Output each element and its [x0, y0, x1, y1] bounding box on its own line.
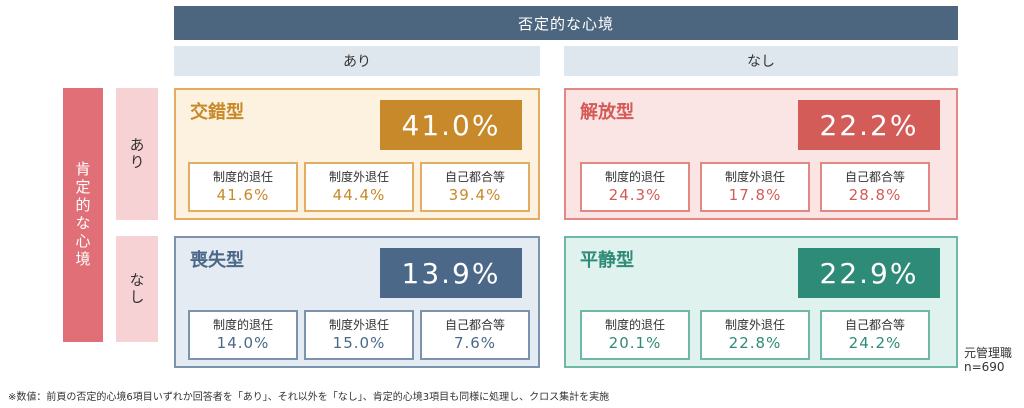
- sample-size: n=690: [963, 360, 1005, 375]
- subbox-label: 制度外退任: [724, 317, 785, 332]
- subbox-value: 17.8%: [728, 185, 782, 204]
- row-header-yes: あり: [116, 88, 158, 220]
- subbox-jiko-tsugou: 自己都合等 39.4%: [420, 162, 530, 212]
- card-heisei: 平静型 22.9% 制度的退任 20.1% 制度外退任 22.8% 自己都合等 …: [564, 236, 958, 368]
- subbox-label: 自己都合等: [844, 317, 905, 332]
- row-header-no: なし: [116, 236, 158, 342]
- card-total-pct: 41.0%: [380, 100, 522, 150]
- subbox-value: 39.4%: [448, 185, 502, 204]
- subbox-value: 28.8%: [848, 185, 902, 204]
- subbox-label: 制度外退任: [328, 317, 389, 332]
- subbox-label: 制度外退任: [724, 169, 785, 184]
- side-header-positive-mindset: 肯定的な心境: [63, 88, 103, 342]
- card-total-pct: 13.9%: [380, 248, 522, 298]
- subbox-value: 20.1%: [608, 333, 662, 352]
- subbox-label: 制度的退任: [212, 169, 273, 184]
- subbox-label: 自己都合等: [844, 169, 905, 184]
- subbox-value: 7.6%: [453, 333, 497, 352]
- column-header-label: なし: [747, 54, 775, 70]
- card-kosaku: 交錯型 41.0% 制度的退任 41.6% 制度外退任 44.4% 自己都合等 …: [174, 88, 540, 220]
- card-title: 交錯型: [190, 102, 244, 123]
- subbox-value: 15.0%: [332, 333, 386, 352]
- card-total-pct: 22.2%: [798, 100, 940, 150]
- subbox-value: 22.8%: [728, 333, 782, 352]
- card-title: 喪失型: [190, 250, 244, 271]
- footnote: ※数値：前頁の否定的心境6項目いずれか回答者を「あり」、それ以外を「なし」、肯定…: [8, 392, 610, 403]
- side-header-title: 肯定的な心境: [73, 161, 92, 269]
- subbox-seido-gai: 制度外退任 22.8%: [700, 310, 810, 360]
- subbox-label: 自己都合等: [444, 169, 505, 184]
- card-soshitsu: 喪失型 13.9% 制度的退任 14.0% 制度外退任 15.0% 自己都合等 …: [174, 236, 540, 368]
- header-title: 否定的な心境: [517, 14, 614, 33]
- subbox-seido-gai: 制度外退任 44.4%: [304, 162, 414, 212]
- row-header-label: なし: [127, 272, 146, 306]
- subbox-jiko-tsugou: 自己都合等 28.8%: [820, 162, 930, 212]
- sample-group: 元管理職: [963, 346, 1012, 360]
- subbox-label: 制度的退任: [604, 169, 665, 184]
- subbox-value: 14.0%: [216, 333, 270, 352]
- card-total-pct: 22.9%: [798, 248, 940, 298]
- card-title: 平静型: [580, 250, 634, 271]
- card-kaiho: 解放型 22.2% 制度的退任 24.3% 制度外退任 17.8% 自己都合等 …: [564, 88, 958, 220]
- subbox-jiko-tsugou: 自己都合等 7.6%: [420, 310, 530, 360]
- subbox-seido-teki: 制度的退任 14.0%: [188, 310, 298, 360]
- row-header-label: あり: [127, 137, 146, 171]
- column-header-no: なし: [564, 46, 958, 76]
- subbox-label: 制度外退任: [328, 169, 389, 184]
- card-title: 解放型: [580, 102, 634, 123]
- subbox-value: 24.3%: [608, 185, 662, 204]
- subbox-label: 制度的退任: [604, 317, 665, 332]
- subbox-value: 24.2%: [848, 333, 902, 352]
- subbox-seido-gai: 制度外退任 17.8%: [700, 162, 810, 212]
- column-header-yes: あり: [174, 46, 540, 76]
- subbox-seido-gai: 制度外退任 15.0%: [304, 310, 414, 360]
- sample-info: 元管理職 n=690: [964, 346, 1012, 375]
- header-negative-mindset: 否定的な心境: [174, 6, 958, 40]
- subbox-seido-teki: 制度的退任 20.1%: [580, 310, 690, 360]
- subbox-label: 制度的退任: [212, 317, 273, 332]
- column-header-label: あり: [343, 54, 371, 70]
- subbox-seido-teki: 制度的退任 24.3%: [580, 162, 690, 212]
- subbox-jiko-tsugou: 自己都合等 24.2%: [820, 310, 930, 360]
- subbox-label: 自己都合等: [444, 317, 505, 332]
- subbox-value: 44.4%: [332, 185, 386, 204]
- subbox-value: 41.6%: [216, 185, 270, 204]
- subbox-seido-teki: 制度的退任 41.6%: [188, 162, 298, 212]
